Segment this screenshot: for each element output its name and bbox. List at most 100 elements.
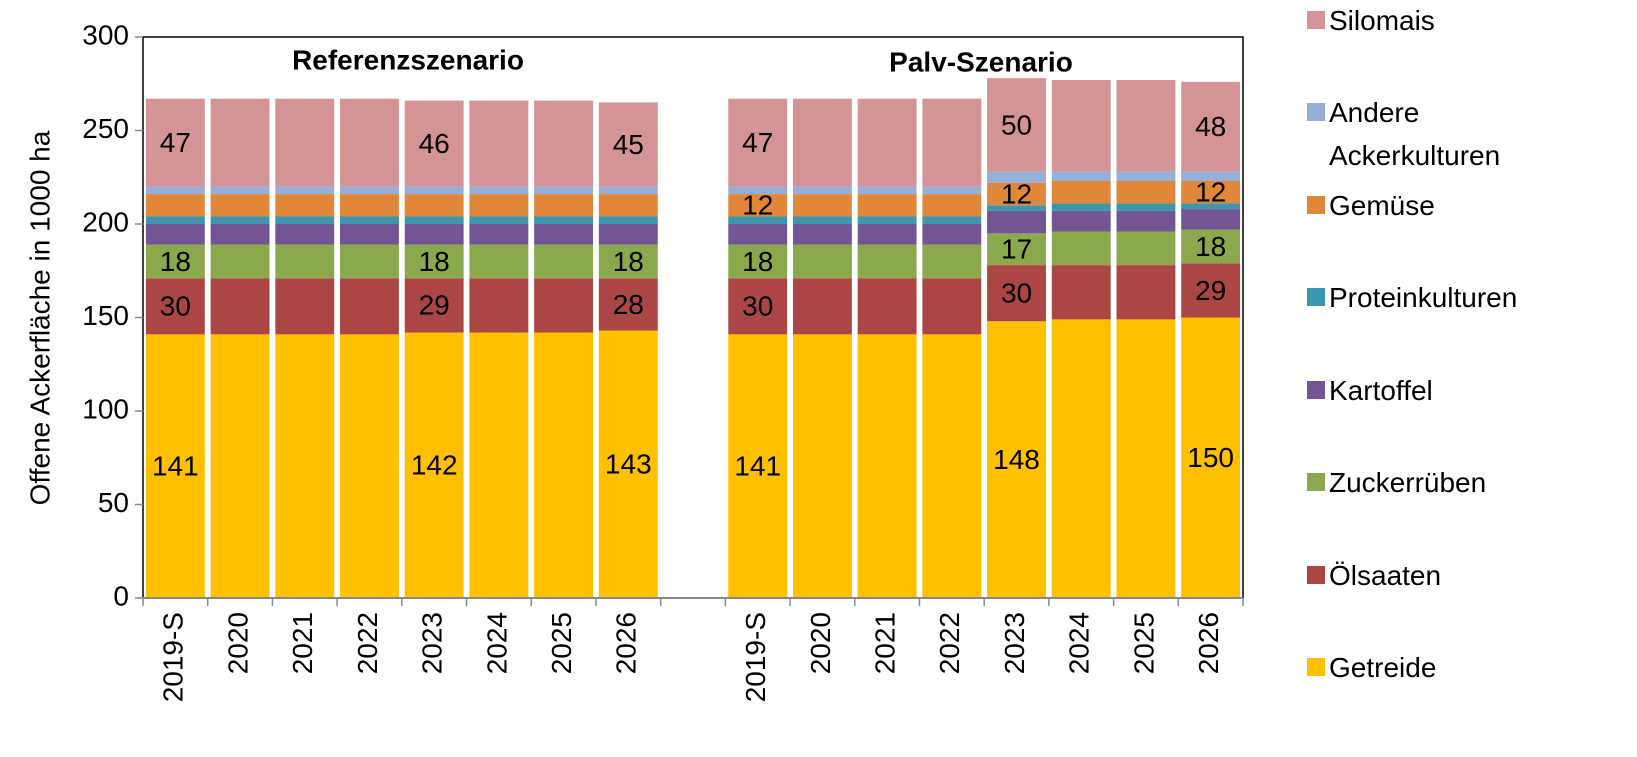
bar-segment (598, 224, 658, 245)
x-tick-label: 2023 (417, 612, 448, 674)
bar-segment (340, 194, 399, 217)
bar-segment (857, 194, 917, 217)
bar-segment (1051, 171, 1111, 181)
data-label: 12 (742, 190, 773, 221)
bar-segment (987, 78, 1046, 172)
legend-item: Kartoffel (1307, 369, 1569, 412)
bar-segment (210, 216, 270, 224)
bar-segment (340, 334, 399, 598)
legend-label: Proteinkulturen (1329, 282, 1518, 313)
x-tick-label: 2022 (352, 612, 383, 674)
bar-segment (728, 224, 788, 245)
group-label: Referenzszenario (292, 44, 524, 75)
bar-segment (1051, 210, 1111, 232)
legend-item: Silomais (1307, 0, 1569, 42)
bar-segment (404, 194, 464, 217)
bar-segment (922, 244, 982, 279)
bar-segment (792, 194, 852, 217)
legend-label: Getreide (1329, 652, 1437, 683)
legend-swatch (1307, 195, 1325, 214)
data-label: 18 (419, 246, 450, 277)
bar-segment (728, 244, 788, 279)
bar-segment (145, 98, 205, 187)
bar-segment (792, 224, 852, 245)
x-tick-label: 2019-S (158, 612, 189, 702)
data-label: 12 (1001, 178, 1032, 209)
bar-segment (469, 100, 529, 187)
bar-segment (792, 334, 852, 598)
x-tick-label: 2023 (999, 612, 1030, 674)
y-tick-label: 50 (98, 487, 129, 518)
bar-segment (1116, 210, 1176, 232)
x-tick-label: 2020 (222, 612, 253, 674)
bar-segment (598, 194, 658, 217)
bar-segment (987, 233, 1046, 266)
bar-segment (1116, 80, 1176, 172)
x-tick-label: 2020 (805, 612, 836, 674)
bar-segment (792, 216, 852, 224)
x-tick-label: 2026 (1193, 612, 1224, 674)
bar-segment (534, 194, 594, 217)
bar-segment (469, 224, 529, 245)
bar-segment (1051, 231, 1111, 266)
data-label: 46 (419, 128, 450, 159)
bar-segment (1181, 203, 1241, 210)
bar-segment (145, 278, 205, 335)
data-label: 141 (152, 451, 199, 482)
bar-segment (210, 334, 270, 598)
bar-segment (275, 194, 335, 217)
bar-segment (922, 224, 982, 245)
data-label: 30 (742, 291, 773, 322)
legend-label: Kartoffel (1329, 374, 1433, 406)
bar-segment (728, 186, 788, 195)
legend-swatch (1307, 380, 1325, 399)
bar-segment (145, 244, 205, 279)
legend-item: Proteinkulturen (1307, 276, 1569, 319)
bar-segment (1051, 203, 1111, 211)
bar-segment (922, 216, 982, 224)
group-label: Palv-Szenario (889, 46, 1073, 77)
data-label: 47 (742, 127, 773, 158)
legend-label: Andere Ackerkulturen (1329, 97, 1501, 171)
bar-segment (275, 278, 335, 335)
bar-segment (534, 216, 594, 224)
bar-segment (1181, 180, 1241, 204)
bar-segment (728, 98, 788, 187)
bar-segment (728, 334, 788, 598)
bar-segment (1181, 317, 1241, 598)
legend-item: Getreide (1307, 646, 1569, 689)
bar-segment (340, 98, 399, 187)
bar-segment (1051, 319, 1111, 598)
x-tick-label: 2024 (481, 612, 512, 674)
legend-item: Andere Ackerkulturen (1307, 91, 1569, 177)
x-tick-label: 2022 (934, 612, 965, 674)
bar-segment (534, 224, 594, 245)
y-tick-label: 100 (82, 393, 129, 424)
bar-segment (534, 278, 594, 333)
bar-segment (1181, 209, 1241, 230)
bar-segment (469, 244, 529, 279)
bar-segment (275, 224, 335, 245)
bar-segment (275, 186, 335, 195)
x-tick-label: 2021 (287, 612, 318, 674)
data-label: 48 (1195, 111, 1226, 142)
bar-segment (210, 278, 270, 335)
x-tick-label: 2021 (870, 612, 901, 674)
x-tick-label: 2025 (1128, 612, 1159, 674)
bar-segment (210, 98, 270, 187)
bar-segment (1116, 171, 1176, 181)
bar-segment (210, 224, 270, 245)
legend-swatch (1307, 103, 1325, 121)
bar-segment (340, 244, 399, 279)
data-label: 17 (1001, 234, 1032, 265)
bar-segment (857, 98, 917, 187)
bar-segment (1051, 80, 1111, 172)
bar-segment (534, 100, 594, 187)
legend-swatch (1307, 10, 1325, 29)
bar-segment (145, 186, 205, 195)
bar-segment (792, 98, 852, 187)
legend-item: Gemüse (1307, 184, 1569, 227)
data-label: 50 (1001, 109, 1032, 140)
bar-segment (210, 194, 270, 217)
bar-segment (728, 216, 788, 224)
